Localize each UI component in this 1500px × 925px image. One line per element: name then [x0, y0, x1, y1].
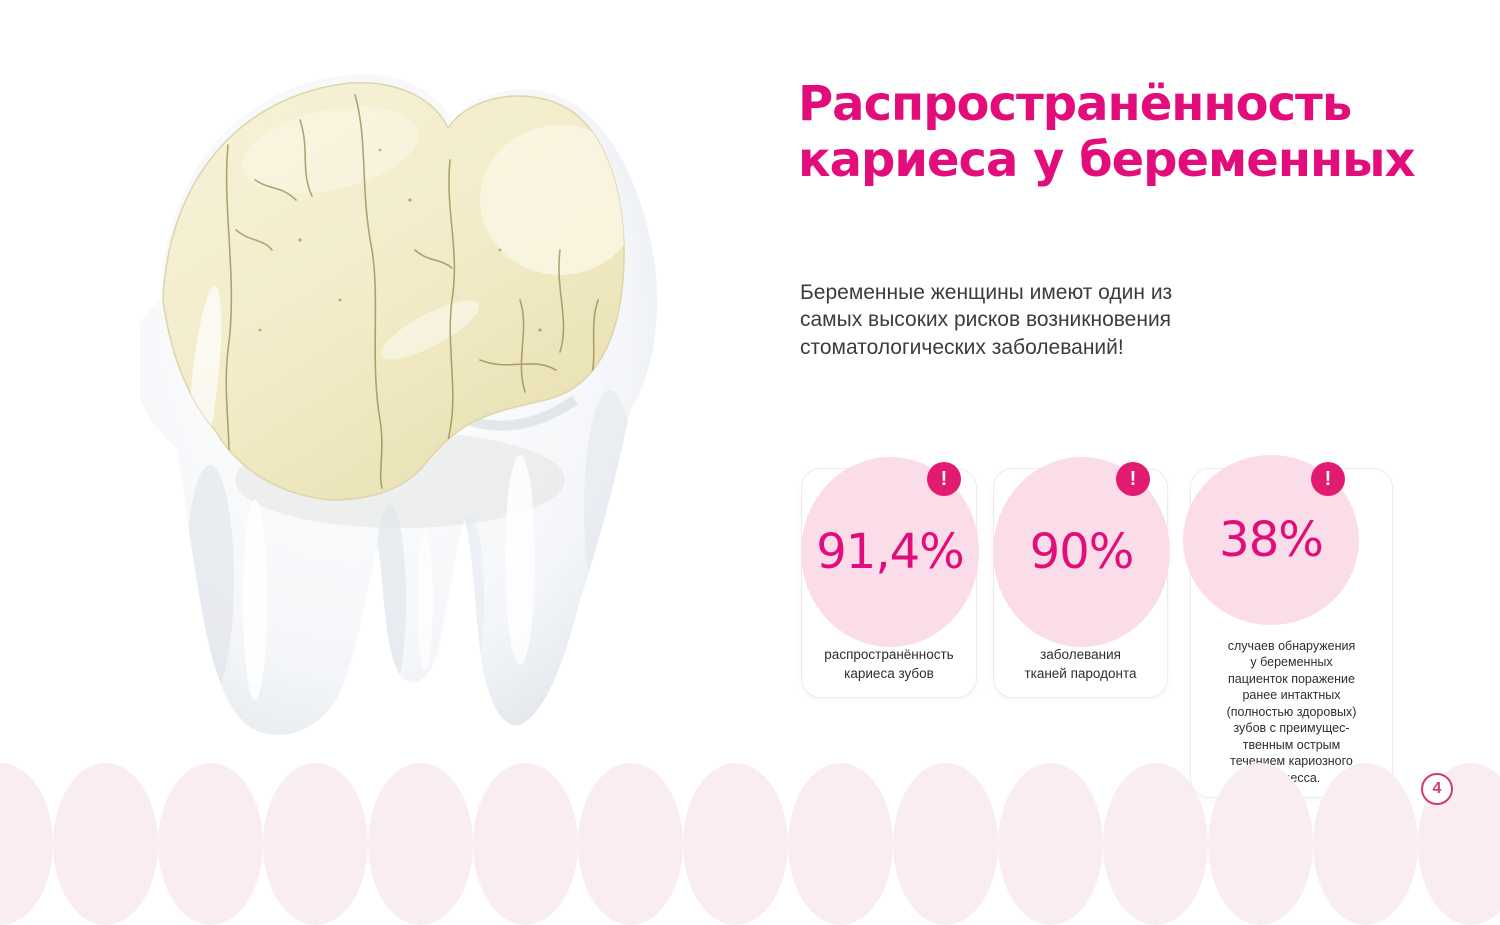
scallop-arch: [0, 763, 53, 925]
page-number-badge: 4: [1421, 773, 1453, 805]
exclamation-mark: !: [1324, 467, 1332, 490]
stat-caption: случаев обнаружения у беременных пациент…: [1226, 638, 1357, 785]
stat-card-intact-teeth-lesions: 38% ! случаев обнаружения у беременных п…: [1183, 455, 1393, 798]
tooth-image: [140, 74, 657, 735]
stat-card-periodontal-disease: 90% ! заболевания тканей пародонта: [993, 457, 1170, 698]
scallop-arch: [473, 763, 578, 925]
stat-caption: заболевания тканей пародонта: [1024, 647, 1137, 682]
page-number: 4: [1432, 780, 1442, 797]
stats-row: 91,4% ! распространённость кариеса зубов…: [801, 455, 1401, 808]
intro-text: Беременные женщины имеют один из самых в…: [800, 281, 1173, 359]
scallop-arch: [683, 763, 788, 925]
exclamation-mark: !: [940, 467, 948, 490]
exclamation-badge-icon: !: [1116, 462, 1150, 496]
stat-caption: распространённость кариеса зубов: [824, 647, 954, 682]
slide-title: Распространённость кариеса у беременных: [798, 76, 1416, 189]
exclamation-badge-icon: !: [1311, 462, 1345, 496]
scallop-arch: [578, 763, 683, 925]
exclamation-badge-icon: !: [927, 462, 961, 496]
stat-value: 38%: [1219, 512, 1324, 568]
stat-value: 90%: [1029, 524, 1135, 580]
exclamation-mark: !: [1129, 467, 1137, 490]
scallop-arch: [368, 763, 473, 925]
presentation-slide: Распространённость кариеса у беременных …: [0, 74, 1500, 925]
stat-bubble: 91,4%: [801, 457, 979, 647]
scallop-arch: [263, 763, 368, 925]
stat-value: 91,4%: [816, 524, 964, 580]
scallop-arch: [53, 763, 158, 925]
scallop-arch: [158, 763, 263, 925]
stat-card-caries-prevalence: 91,4% ! распространённость кариеса зубов: [801, 457, 979, 698]
